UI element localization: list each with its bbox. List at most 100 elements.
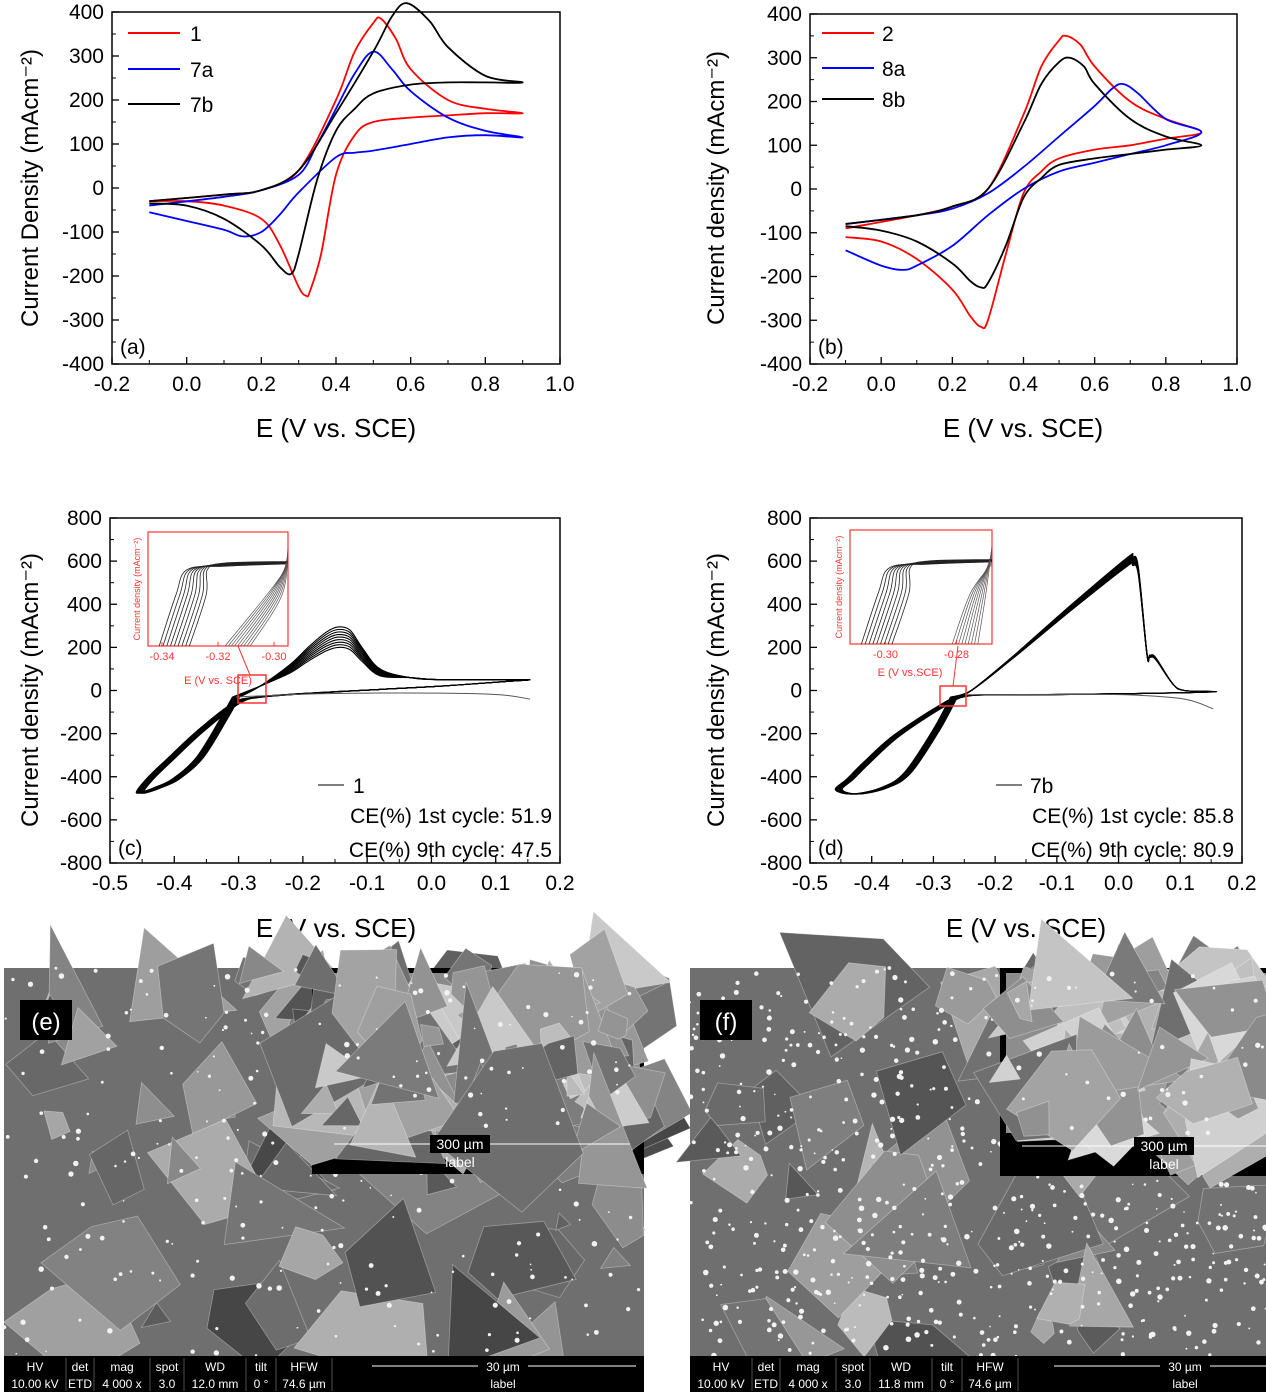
particle-dot [944, 1280, 947, 1284]
particle-dot [869, 1026, 872, 1029]
particle-dot [410, 982, 413, 984]
particle-dot [1013, 1242, 1018, 1247]
crystal-facet [447, 1263, 541, 1372]
particle-dot [1048, 1183, 1051, 1186]
particle-dot [1017, 1269, 1020, 1271]
particle-dot [973, 1316, 976, 1320]
particle-dot [1207, 1221, 1212, 1225]
particle-dot [941, 1237, 947, 1243]
particle-dot [281, 1226, 284, 1229]
particle-dot [1215, 1225, 1221, 1231]
particle-dot [790, 1287, 795, 1292]
cv-cycle-curve [139, 636, 531, 794]
particle-dot [764, 1146, 767, 1149]
particle-dot [904, 1047, 911, 1053]
particle-dot [796, 1208, 800, 1212]
particle-dot [1116, 1253, 1121, 1258]
particle-dot [393, 1324, 397, 1328]
particle-dot [777, 1333, 784, 1339]
particle-dot [909, 1036, 915, 1043]
particle-dot [798, 1314, 803, 1320]
particle-dot [1249, 1185, 1255, 1191]
particle-dot [205, 1120, 208, 1123]
particle-dot [558, 972, 561, 975]
crystal-facet [1036, 1281, 1086, 1325]
particle-dot [485, 1348, 489, 1352]
particle-dot [223, 1196, 227, 1200]
panel-label: (d) [818, 837, 844, 860]
particle-dot [1052, 1279, 1057, 1284]
particle-dot [213, 984, 216, 987]
cv-cycle-curve [841, 552, 1218, 795]
sem-data-bar-cells: HV 10.00 kV det ETD mag 4 000 x spot 3.0 WD 12.0 … [11, 1358, 333, 1391]
y-tick-label: -200 [60, 723, 102, 746]
particle-dot [159, 1045, 164, 1051]
particle-dot [1113, 1240, 1116, 1243]
particle-dot [915, 1050, 920, 1055]
data-bar-value: 74.6 µm [282, 1377, 326, 1391]
x-tick-label: -0.1 [349, 872, 385, 895]
particle-dot [1019, 1194, 1024, 1199]
x-tick-label: 0.8 [471, 373, 500, 396]
particle-dot [1018, 1240, 1021, 1243]
particle-dot [507, 1070, 511, 1075]
inset-cycle-curve [181, 561, 289, 647]
particle-dot [415, 1060, 418, 1063]
inset-scale-bg [1134, 1137, 1194, 1155]
particle-dot [1228, 1244, 1234, 1249]
particle-dot [834, 1057, 839, 1062]
particle-dot [529, 1317, 532, 1320]
particle-dot [615, 1061, 618, 1064]
particle-dot [997, 1284, 1002, 1289]
y-tick-label: -800 [60, 852, 102, 875]
zoom-connector [237, 645, 251, 676]
particle-dot [1043, 1222, 1046, 1225]
particle-dot [356, 1056, 360, 1060]
particle-dot [717, 1338, 723, 1344]
particle-dot [958, 1312, 963, 1317]
particle-dot [859, 1047, 866, 1053]
particle-dot [950, 1271, 956, 1277]
particle-dot [15, 1352, 18, 1355]
particle-dot [899, 1117, 905, 1123]
particle-dot [770, 1174, 773, 1177]
particle-dot [858, 1304, 861, 1307]
particle-dot [1114, 1226, 1119, 1231]
particle-dot [809, 1219, 814, 1224]
y-tick-label: 100 [767, 134, 802, 157]
particle-dot [795, 1302, 798, 1305]
series-group [834, 552, 1218, 795]
particle-dot [845, 1327, 850, 1332]
particle-dot [615, 1089, 620, 1095]
particle-dot [1041, 1259, 1044, 1262]
particle-dot [1190, 974, 1195, 979]
sem-image-e: (e) 300 µm label HV 10.00 kV det ETD mag 4 00… [2, 910, 693, 1392]
inset-curves [861, 545, 993, 645]
particle-dot [829, 981, 834, 986]
particle-dot [412, 990, 418, 996]
data-bar-header: HV [27, 1360, 44, 1374]
particle-dot [1222, 1225, 1228, 1231]
particle-dot [715, 1148, 720, 1153]
particle-dot [1106, 1096, 1111, 1101]
particle-dot [762, 1037, 767, 1043]
particle-dot [241, 1236, 245, 1240]
particle-dot [1153, 1251, 1159, 1257]
particle-dot [1243, 1267, 1249, 1273]
particle-dot [715, 1294, 718, 1297]
particle-dot [1013, 1324, 1018, 1329]
particle-dot [1204, 1298, 1208, 1302]
crystal-facet [431, 1042, 584, 1213]
particle-dot [462, 985, 466, 989]
particle-dot [1199, 1074, 1204, 1079]
particle-dot [712, 1177, 716, 1181]
particle-dot [998, 1315, 1001, 1318]
panel-label: (c) [118, 837, 143, 860]
particle-dot [364, 1287, 369, 1291]
particle-dot [740, 1273, 743, 1277]
crystal-facet [566, 1069, 586, 1097]
particle-dot [1010, 1272, 1013, 1275]
data-bar-header: HFW [976, 1360, 1004, 1374]
axis-ticks: -0.2 0.0 0.2 0.4 0.6 0.8 1.0 -400 -300 -200 -100 0 1… [62, 1, 575, 396]
particle-dot [255, 1069, 259, 1073]
